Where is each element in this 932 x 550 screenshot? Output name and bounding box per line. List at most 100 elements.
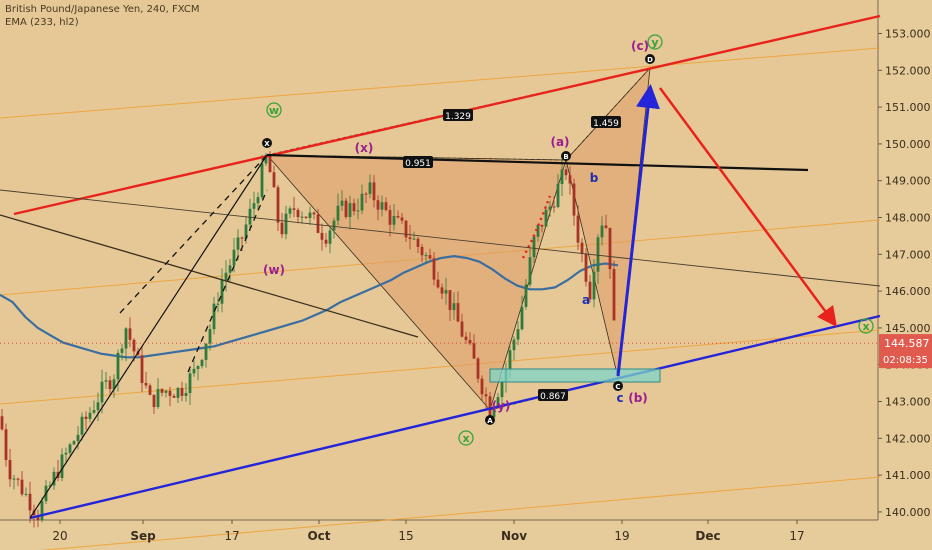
candle-body [592, 271, 596, 300]
candle [64, 447, 68, 465]
candle [388, 205, 392, 237]
candle [116, 349, 120, 392]
candle-body [528, 257, 532, 285]
pivot-text: C [615, 383, 620, 391]
time-axis-panel [0, 520, 932, 550]
wave-label-green: x [858, 318, 874, 334]
candle [212, 296, 216, 335]
candle [96, 392, 100, 422]
price-axis-panel [878, 0, 932, 550]
pivot-point-c: C [613, 381, 623, 391]
wave-label-green: y [647, 34, 663, 50]
candle-body [452, 303, 456, 311]
candle [88, 407, 92, 423]
ratio-label: 0.951 [403, 156, 433, 169]
candle [304, 216, 308, 219]
candle-body [548, 206, 552, 210]
x-tick-label: 17 [789, 529, 804, 543]
candle-body [224, 272, 228, 281]
candle-body [220, 280, 224, 304]
candle-body [76, 434, 80, 442]
wave-label-blue: c [616, 391, 623, 405]
candle-body [332, 220, 336, 231]
candle-body [16, 478, 20, 480]
x-tick-label: Sep [130, 529, 156, 543]
candle-body [440, 287, 444, 294]
candle-body [308, 212, 312, 218]
candle-body [288, 208, 292, 214]
candle-body [248, 208, 252, 225]
wave-label-magenta: (a) [550, 135, 569, 149]
wave-w-line [29, 154, 268, 519]
candle-body [24, 493, 28, 495]
candle [564, 165, 568, 181]
candle [576, 205, 580, 250]
candle-body [364, 193, 368, 195]
candle-body [380, 202, 384, 210]
wave-label-blue: a [582, 293, 590, 307]
candle [216, 292, 220, 313]
candle [148, 383, 152, 396]
candle-body [88, 412, 92, 419]
ratio-label: 1.329 [443, 109, 473, 122]
candle-body [396, 216, 400, 218]
lower-channel-blue-line [29, 314, 881, 520]
pivot-marker [645, 54, 655, 64]
candle-body [408, 237, 412, 240]
ema-233-line [0, 254, 619, 359]
y-tick-label: 151.000 [885, 101, 931, 114]
candle-body [532, 236, 536, 258]
candle [328, 227, 332, 254]
candle [368, 174, 372, 199]
price-tag-box [879, 334, 932, 369]
symbol-title: British Pound/Japanese Yen, 240, FXCM [5, 4, 200, 15]
candle-body [536, 224, 540, 237]
pivot-marker [262, 138, 272, 148]
candle [528, 248, 532, 288]
candle-body [196, 366, 200, 369]
candle-body [168, 390, 172, 396]
price-tag-value: 144.587 [884, 337, 930, 350]
candle-body [156, 388, 160, 408]
candle [152, 394, 156, 414]
candle [288, 206, 292, 219]
candle-body [520, 306, 524, 330]
candle-body [212, 303, 216, 330]
dashed-channel-upper [119, 154, 268, 314]
candle [184, 383, 188, 402]
wave-label-magenta: (y) [492, 399, 511, 413]
candle-body [284, 213, 288, 235]
candle-body [596, 237, 600, 272]
candle [252, 191, 256, 219]
candle-body [460, 321, 464, 337]
pivot-text: B [563, 153, 568, 161]
candle [300, 211, 304, 224]
candle-body [328, 230, 332, 244]
candle-body [568, 175, 572, 184]
candle [436, 271, 440, 289]
candle-body [160, 388, 164, 393]
y-tick-label: 146.000 [885, 285, 931, 298]
candle [512, 336, 516, 361]
candle [532, 235, 536, 264]
descending-trend-line [0, 214, 419, 338]
candle [352, 198, 356, 216]
candle-body [184, 393, 188, 396]
candle [472, 334, 476, 359]
wave-text: y [651, 36, 658, 49]
ratio-label: 0.867 [538, 389, 568, 402]
wave-label-magenta: (b) [628, 391, 648, 405]
candle-body [560, 169, 564, 184]
candle [552, 196, 556, 213]
candle [168, 386, 172, 407]
y-tick-label: 153.000 [885, 28, 931, 41]
candle-body [256, 197, 260, 204]
candle [384, 197, 388, 212]
candle-body [500, 381, 504, 398]
pivot-point-b: B [561, 151, 571, 161]
candle-body [192, 368, 196, 374]
candle [284, 205, 288, 240]
candle [516, 321, 520, 346]
